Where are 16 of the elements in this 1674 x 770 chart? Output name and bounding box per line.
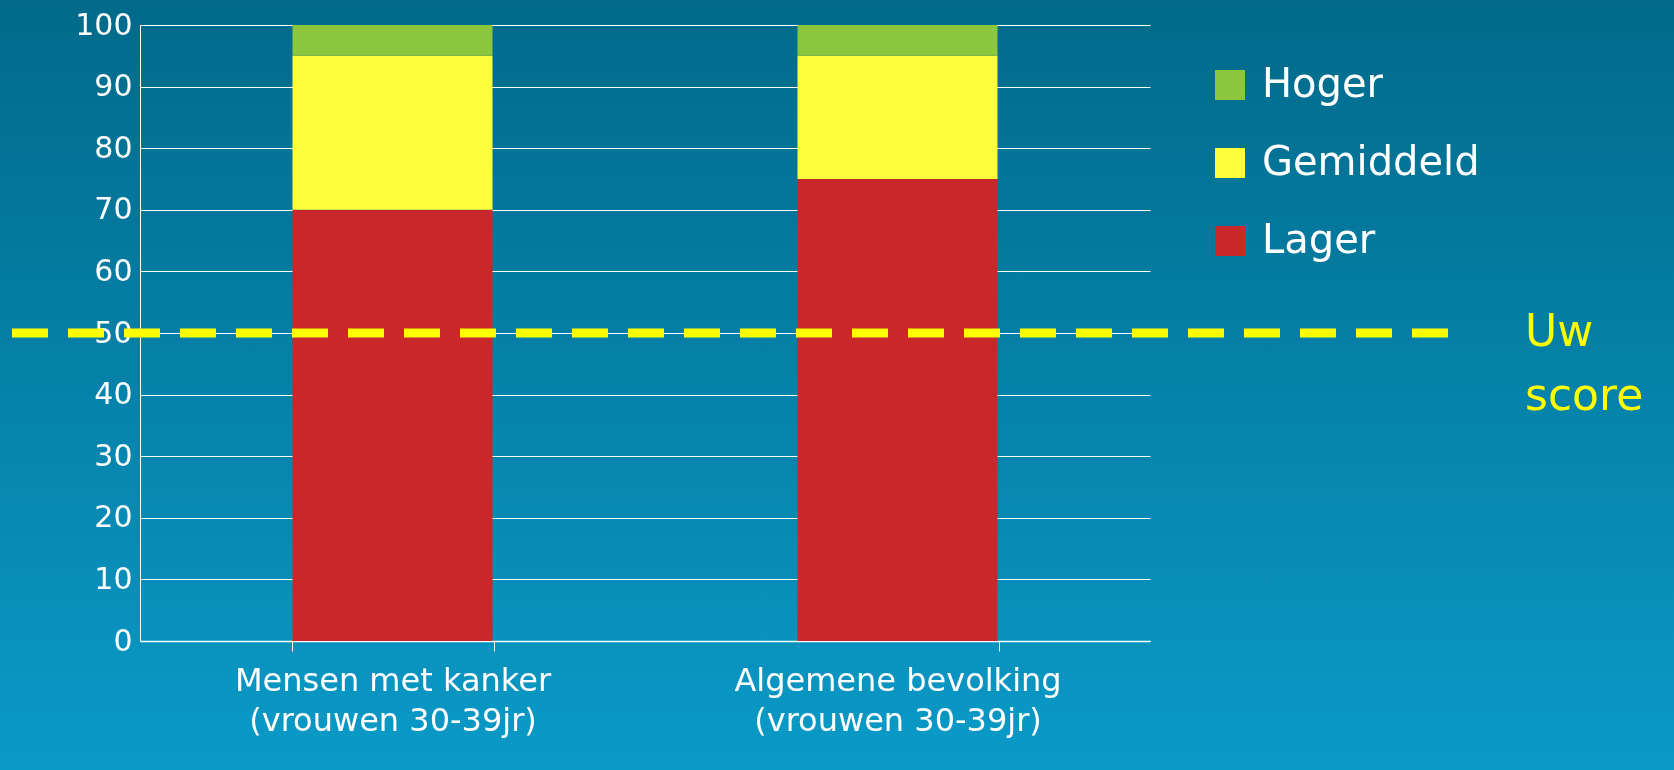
y-tick-label: 10: [94, 560, 133, 596]
y-tick-label: 0: [113, 622, 133, 658]
y-tick-label: 90: [94, 68, 133, 104]
y-tick-label: 100: [75, 6, 133, 42]
ref-line-label: Uw score: [1525, 305, 1644, 420]
y-tick-label: 40: [94, 376, 133, 412]
y-tick-label: 80: [94, 129, 133, 165]
y-tick-label: 20: [94, 499, 133, 535]
y-tick-label: 70: [94, 191, 133, 227]
x-tick-label: Mensen met kanker (vrouwen 30-39jr): [234, 660, 552, 739]
legend-label: Lager: [1262, 216, 1376, 262]
y-tick-label: 30: [94, 437, 133, 473]
legend-label: Hoger: [1262, 60, 1384, 106]
legend-label: Gemiddeld: [1262, 138, 1480, 184]
x-tick-label: Algemene bevolking (vrouwen 30-39jr): [734, 660, 1062, 739]
y-tick-label: 60: [94, 252, 133, 288]
